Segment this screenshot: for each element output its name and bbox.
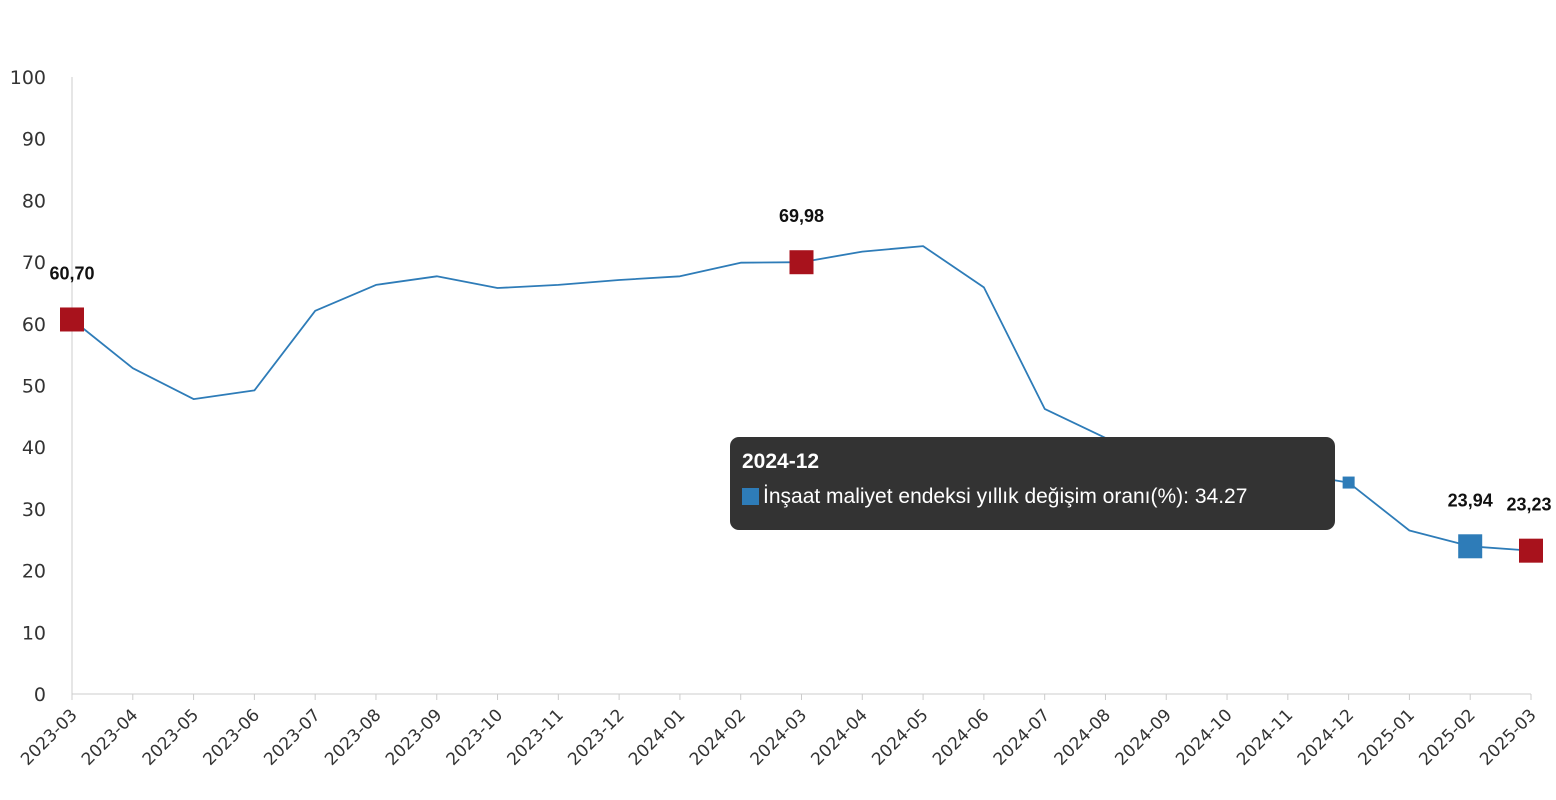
highlight-marker [789,250,814,275]
x-tick-label: 2024-10 [1172,705,1236,769]
y-tick-label: 70 [22,252,46,274]
x-tick-label: 2023-09 [382,705,446,769]
x-tick-label: 2024-06 [929,705,993,769]
y-tick-label: 0 [34,684,46,706]
x-tick-label: 2024-02 [686,705,750,769]
x-tick-label: 2023-06 [200,705,264,769]
axes [71,77,1531,695]
highlight-marker [1519,538,1543,563]
x-tick-label: 2023-04 [78,705,142,769]
y-tick-label: 90 [22,129,46,151]
data-label: 23,23 [1506,495,1551,515]
tooltip-series-name: İnşaat maliyet endeksi yıllık değişim or… [763,485,1184,508]
data-label: 23,94 [1448,490,1493,510]
highlight-marker [60,307,84,332]
x-tick-label: 2023-10 [443,705,507,769]
tooltip-series-swatch [742,488,759,505]
y-tick-label: 30 [22,499,46,521]
x-tick-label: 2023-12 [564,705,628,769]
y-tick-label: 40 [22,437,46,459]
x-tick-label: 2024-07 [990,705,1054,769]
x-tick-label: 2023-03 [17,705,81,769]
x-tick-label: 2024-01 [625,705,689,769]
x-tick-label: 2024-08 [1051,705,1115,769]
data-label: 69,98 [779,206,824,226]
tooltip: 2024-12 İnşaat maliyet endeksi yıllık de… [730,437,1335,530]
y-tick-label: 80 [22,190,46,212]
x-tick-label: 2024-12 [1294,705,1358,769]
x-tick-label: 2024-03 [747,705,811,769]
x-tick-label: 2024-05 [868,705,932,769]
x-tick-label: 2023-08 [321,705,385,769]
x-tick-label: 2024-09 [1111,705,1175,769]
tooltip-row: İnşaat maliyet endeksi yıllık değişim or… [742,483,1323,511]
y-tick-label: 60 [22,314,46,336]
x-tick-label: 2024-11 [1233,705,1297,769]
y-tick-label: 10 [22,622,46,644]
tooltip-title: 2024-12 [742,450,820,473]
y-axis-ticks: 0 10 20 30 40 50 60 70 80 90 100 [10,67,46,706]
y-tick-label: 50 [22,376,46,398]
x-axis-ticks: 2023-032023-042023-052023-062023-072023-… [17,694,1541,770]
x-tick-label: 2024-04 [807,705,871,769]
highlight-marker [1458,534,1483,559]
y-tick-label: 100 [10,67,46,89]
x-tick-label: 2023-07 [260,705,324,769]
tooltip-value: 34.27 [1194,485,1248,508]
data-label: 60,70 [49,263,94,283]
y-tick-label: 20 [22,561,46,583]
markers-layer [60,250,1543,563]
x-tick-label: 2025-03 [1476,705,1540,769]
x-tick-label: 2025-02 [1415,705,1479,769]
x-tick-label: 2023-11 [504,705,568,769]
hovered-marker [1342,476,1355,489]
data-labels-layer: 60,70 69,98 23,94 23,23 [49,206,1551,514]
x-tick-label: 2023-05 [139,705,203,769]
x-tick-label: 2025-01 [1355,705,1419,769]
